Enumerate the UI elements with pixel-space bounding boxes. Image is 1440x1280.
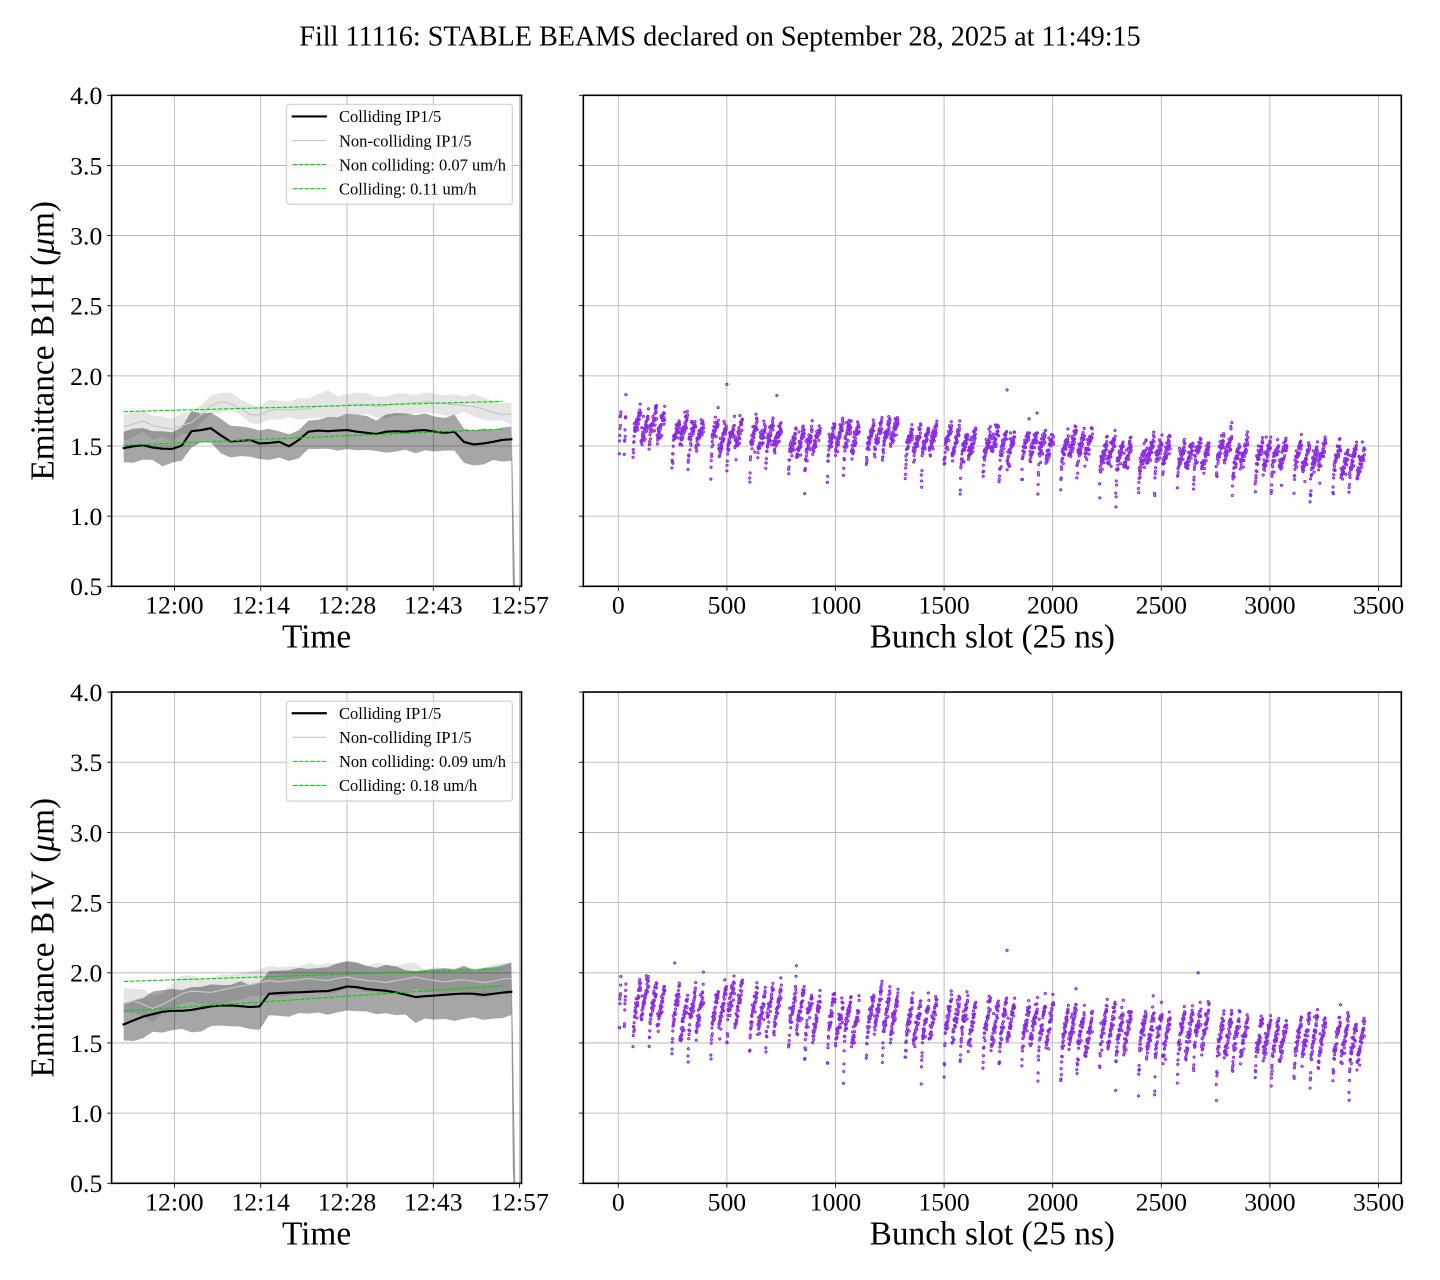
svg-text:0: 0	[612, 590, 625, 619]
svg-text:1.0: 1.0	[70, 502, 102, 531]
svg-text:12:28: 12:28	[318, 1187, 377, 1216]
svg-text:12:14: 12:14	[231, 590, 290, 619]
svg-text:12:14: 12:14	[231, 1187, 290, 1216]
svg-text:12:57: 12:57	[490, 1187, 549, 1216]
svg-text:3000: 3000	[1244, 590, 1295, 619]
svg-text:E m i t: E m i t t a n c e B 1 H ( m ) μ	[25, 195, 62, 480]
svg-text:500: 500	[708, 1187, 747, 1216]
svg-text:0: 0	[612, 1187, 625, 1216]
svg-text:Non colliding: 0.07 um/h: Non colliding: 0.07 um/h	[339, 155, 507, 174]
svg-text:3500: 3500	[1353, 1187, 1404, 1216]
svg-text:4.0: 4.0	[70, 678, 102, 707]
svg-text:12:57: 12:57	[490, 590, 549, 619]
svg-text:E m i t: E m i t t a n c e B 1 V ( m ) μ	[25, 792, 62, 1077]
svg-text:2.0: 2.0	[70, 362, 102, 391]
svg-text:2.5: 2.5	[70, 292, 102, 321]
svg-text:12:28: 12:28	[318, 590, 377, 619]
svg-text:2.0: 2.0	[70, 959, 102, 988]
svg-text:2500: 2500	[1136, 590, 1187, 619]
svg-text:Non colliding: 0.09 um/h: Non colliding: 0.09 um/h	[339, 752, 507, 771]
svg-text:12:00: 12:00	[145, 1187, 204, 1216]
svg-text:1.5: 1.5	[70, 432, 102, 461]
svg-text:500: 500	[708, 590, 747, 619]
svg-text:Colliding IP1/5: Colliding IP1/5	[339, 107, 441, 126]
svg-text:Time: Time	[282, 1216, 351, 1253]
svg-text:4.0: 4.0	[70, 81, 102, 110]
svg-text:Fill 11116: STABLE BEAMS decla: Fill 11116: STABLE BEAMS declared on Sep…	[299, 21, 1140, 52]
svg-text:3500: 3500	[1353, 590, 1404, 619]
svg-text:0.5: 0.5	[70, 1169, 102, 1198]
svg-text:Bunch slot (25 ns): Bunch slot (25 ns)	[870, 1216, 1115, 1253]
svg-text:1000: 1000	[810, 1187, 861, 1216]
svg-text:Non-colliding IP1/5: Non-colliding IP1/5	[339, 728, 472, 747]
svg-text:2500: 2500	[1136, 1187, 1187, 1216]
svg-text:1000: 1000	[810, 590, 861, 619]
svg-text:Colliding: 0.18 um/h: Colliding: 0.18 um/h	[339, 776, 478, 795]
svg-text:12:00: 12:00	[145, 590, 204, 619]
svg-text:1500: 1500	[918, 1187, 969, 1216]
svg-text:0.5: 0.5	[70, 572, 102, 601]
svg-text:Colliding: 0.11 um/h: Colliding: 0.11 um/h	[339, 179, 477, 198]
svg-text:12:43: 12:43	[404, 1187, 463, 1216]
svg-text:1500: 1500	[918, 590, 969, 619]
svg-text:2000: 2000	[1027, 590, 1078, 619]
svg-text:1.0: 1.0	[70, 1099, 102, 1128]
svg-text:Colliding IP1/5: Colliding IP1/5	[339, 704, 441, 723]
svg-text:3.0: 3.0	[70, 222, 102, 251]
svg-text:3.5: 3.5	[70, 748, 102, 777]
svg-text:3000: 3000	[1244, 1187, 1295, 1216]
svg-text:12:43: 12:43	[404, 590, 463, 619]
svg-text:3.5: 3.5	[70, 151, 102, 180]
svg-text:2000: 2000	[1027, 1187, 1078, 1216]
svg-text:Bunch slot (25 ns): Bunch slot (25 ns)	[870, 619, 1115, 656]
svg-text:2.5: 2.5	[70, 889, 102, 918]
svg-text:Non-colliding IP1/5: Non-colliding IP1/5	[339, 131, 472, 150]
svg-text:Time: Time	[282, 619, 351, 656]
svg-text:3.0: 3.0	[70, 818, 102, 847]
svg-text:1.5: 1.5	[70, 1029, 102, 1058]
